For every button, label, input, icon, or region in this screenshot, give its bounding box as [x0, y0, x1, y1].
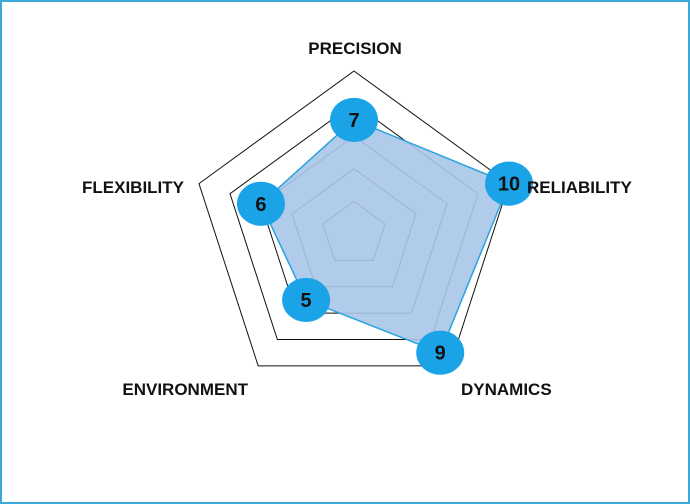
axis-label-reliability: RELIABILITY — [527, 178, 632, 197]
data-point-flexibility — [236, 181, 285, 226]
axis-label-environment: ENVIRONMENT — [122, 380, 248, 399]
data-point-precision — [330, 97, 378, 142]
axis-label-precision: PRECISION — [308, 39, 402, 58]
data-point-dynamics — [416, 330, 465, 375]
data-label-precision: 7 — [348, 110, 359, 132]
data-layer: 7 10 9 5 6 — [236, 97, 534, 375]
data-label-environment: 5 — [301, 290, 312, 312]
data-label-dynamics: 9 — [435, 343, 446, 365]
axis-label-dynamics: DYNAMICS — [461, 380, 552, 399]
data-point-reliability — [485, 161, 534, 206]
axis-label-flexibility: FLEXIBILITY — [82, 178, 185, 197]
data-label-reliability: 10 — [498, 174, 520, 196]
data-point-environment — [282, 277, 331, 323]
data-label-flexibility: 6 — [255, 194, 266, 216]
grid-ring-10 — [198, 70, 510, 367]
label-layer: PRECISION RELIABILITY DYNAMICS ENVIRONMENT F… — [82, 39, 632, 399]
